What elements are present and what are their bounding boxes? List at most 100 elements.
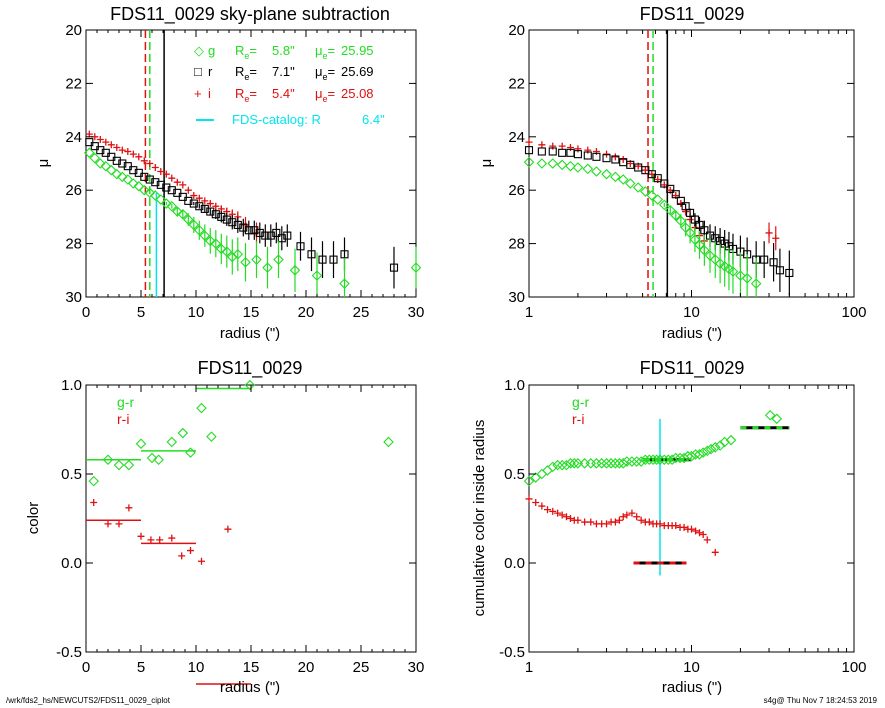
data-point — [206, 200, 214, 208]
data-point — [647, 454, 659, 466]
data-point — [135, 438, 147, 450]
axis-ticks-bottom-left: 0 5 10 15 20 25 30 -0.5 0.0 0.5 1.0 — [56, 377, 424, 676]
data-point — [626, 160, 635, 169]
x-tick-label: 1 — [525, 659, 533, 676]
series-label-g-r: g-r — [572, 394, 589, 410]
data-point — [538, 141, 546, 149]
legend: ◇ g Re= 5.8" μe= 25.95 □ r Re= 7.1" μe= … — [194, 43, 385, 127]
data-point — [605, 458, 617, 469]
data-point — [536, 468, 548, 480]
data-point — [574, 516, 582, 524]
data-point — [686, 450, 697, 462]
data-point — [195, 194, 203, 202]
data-point — [122, 174, 134, 185]
data-point — [410, 262, 422, 273]
data-point — [168, 534, 176, 542]
data-point — [651, 454, 662, 466]
timestamp: s4g@ Thu Nov 7 18:24:53 2019 — [763, 696, 877, 705]
data-point — [695, 220, 704, 229]
y-axis-label: cumulative color inside radius — [471, 420, 488, 617]
data-point — [240, 257, 251, 268]
data-point — [250, 226, 259, 235]
legend-marker-g: ◇ — [194, 43, 204, 58]
data-point — [227, 251, 238, 263]
y-axis-label: μ — [35, 159, 52, 168]
data-point — [532, 498, 540, 506]
data-point — [107, 141, 115, 149]
data-point — [645, 518, 653, 526]
data-point — [217, 212, 226, 221]
data-point — [255, 228, 264, 237]
data-point — [190, 192, 198, 200]
data-point — [617, 174, 629, 185]
data-point — [574, 145, 582, 153]
legend-band-g: g — [208, 43, 215, 58]
data-point — [677, 200, 685, 208]
legend-re-label-g: Re= — [235, 43, 257, 61]
data-point — [113, 459, 125, 471]
x-tick-label: 10 — [188, 304, 205, 321]
data-point — [694, 449, 705, 460]
data-point — [155, 194, 167, 205]
data-point — [233, 220, 242, 229]
data-point — [581, 518, 589, 526]
data-point — [277, 234, 286, 243]
data-point — [525, 495, 533, 503]
y-axis-label: μ — [478, 159, 495, 168]
data-point — [697, 447, 709, 458]
data-point — [660, 179, 669, 188]
data-point — [205, 235, 216, 247]
data-point — [772, 234, 780, 242]
data-point — [187, 547, 194, 555]
data-point — [162, 170, 170, 178]
data-point — [189, 199, 198, 208]
data-point — [244, 379, 256, 391]
data-point — [123, 459, 135, 471]
data-point — [659, 454, 670, 466]
data-point — [549, 507, 557, 515]
data-point — [583, 151, 592, 160]
data-point — [140, 157, 148, 165]
reference-lines-top-right — [647, 30, 669, 297]
chart-title: FDS11_0029 — [198, 358, 303, 379]
data-point — [210, 238, 222, 249]
data-point — [244, 226, 253, 235]
data-point — [106, 164, 117, 176]
data-point — [703, 536, 711, 544]
data-point — [653, 174, 662, 183]
data-point — [144, 187, 156, 199]
x-tick-label: 10 — [683, 304, 700, 321]
axis-ticks-top-right: 1 10 100 20 22 24 26 28 30 — [508, 22, 866, 321]
data-point — [670, 210, 682, 221]
data-point — [383, 436, 394, 448]
data-point — [769, 258, 778, 267]
data-point — [554, 509, 562, 517]
data-point — [565, 458, 576, 469]
data-point — [644, 454, 655, 466]
data-point — [538, 502, 546, 510]
y-tick-label: 26 — [508, 182, 525, 199]
data-point — [566, 143, 574, 151]
data-point — [112, 156, 121, 165]
data-point — [701, 445, 713, 457]
data-point — [217, 205, 225, 213]
data-point — [124, 147, 132, 155]
data-point — [239, 223, 248, 232]
x-tick-label: 100 — [841, 304, 866, 321]
data-point — [556, 459, 568, 471]
data-point — [547, 158, 559, 169]
legend-re-label-i: Re= — [235, 86, 257, 104]
data-point — [709, 442, 721, 453]
data-marks-top-right — [523, 138, 794, 297]
x-tick-label: 100 — [841, 659, 866, 676]
data-point — [615, 516, 623, 524]
series-label-r-i: r-i — [117, 411, 129, 427]
data-point — [619, 155, 627, 163]
data-point — [261, 231, 270, 240]
chart-title: FDS11_0029 — [640, 4, 745, 25]
data-point — [146, 160, 154, 167]
data-point — [266, 231, 275, 240]
plot-frame-bottom-left — [85, 384, 417, 653]
x-axis-label: radius (") — [662, 679, 722, 696]
data-point — [695, 529, 703, 537]
